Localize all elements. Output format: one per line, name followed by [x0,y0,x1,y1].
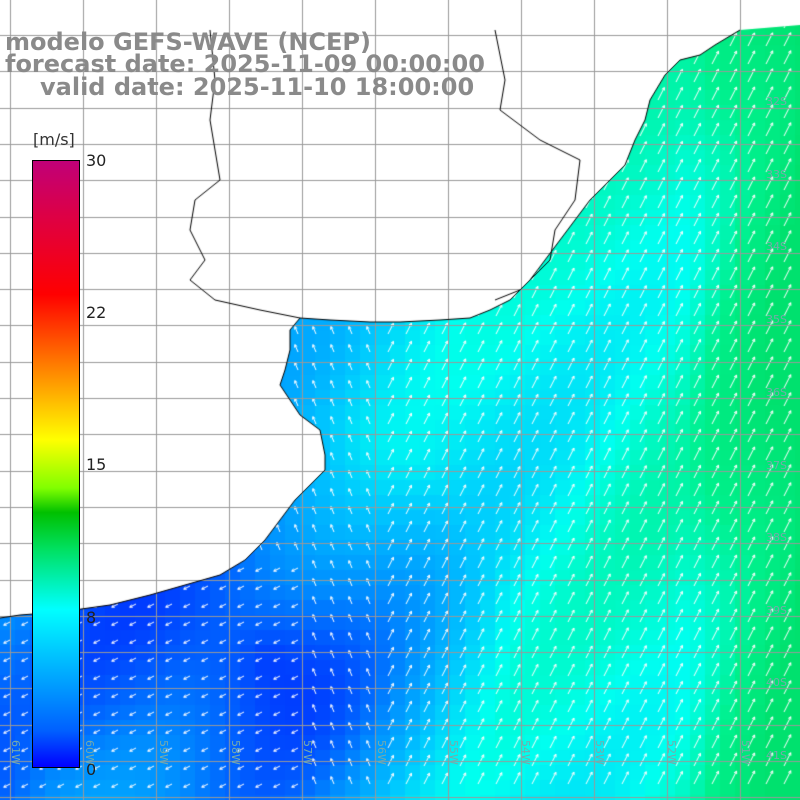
lon-label: 57W [301,740,314,765]
lat-label: 39S [766,604,787,617]
lon-label: 58W [229,740,242,765]
lat-label: 38S [766,531,787,544]
lon-label: 53W [593,740,606,765]
lon-label: 61W [9,740,22,765]
lon-label: 59W [157,740,170,765]
lat-label: 37S [766,459,787,472]
valid-date: valid date: 2025-11-10 18:00:00 [40,73,475,101]
lat-label: 41S [766,749,787,762]
model-title: modelo GEFS-WAVE (NCEP) [5,28,371,56]
colorbar-tick-15: 15 [86,455,107,474]
lon-label: 51W [739,740,752,765]
lon-label: 60W [83,740,96,765]
lon-label: 54W [519,740,532,765]
lon-label: 55W [447,740,460,765]
colorbar-unit: [m/s] [33,130,75,149]
lat-label: 33S [766,168,787,181]
lon-label: 56W [375,740,388,765]
colorbar [32,160,80,768]
forecast-date: forecast date: 2025-11-09 00:00:00 [5,50,485,78]
lat-label: 32S [766,95,787,108]
lat-label: 36S [766,386,787,399]
colorbar-tick-30: 30 [86,151,107,170]
colorbar-tick-22: 22 [86,303,107,322]
lat-label: 34S [766,240,787,253]
colorbar-tick-8: 8 [86,608,97,627]
lat-label: 40S [766,676,787,689]
lat-label: 35S [766,313,787,326]
lon-label: 52W [665,740,678,765]
colorbar-tick-0: 0 [86,760,97,779]
